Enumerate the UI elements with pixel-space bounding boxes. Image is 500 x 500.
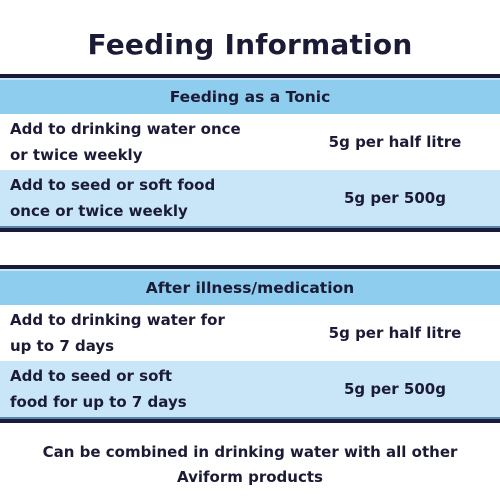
top-divider: [0, 74, 500, 78]
footer-line: Can be combined in drinking water with a…: [42, 443, 458, 461]
divider-accent: [0, 269, 500, 271]
row-description-line: up to 7 days: [10, 337, 115, 355]
divider-accent: [0, 226, 500, 228]
row-description: Add to drinking water once or twice week…: [10, 116, 280, 168]
tonic-section: Feeding as a Tonic Add to drinking water…: [0, 74, 500, 232]
footer-line: Aviform products: [177, 468, 323, 486]
row-description: Add to seed or soft food for up to 7 day…: [10, 363, 280, 415]
row-description-line: or twice weekly: [10, 146, 143, 164]
footer-note: Can be combined in drinking water with a…: [0, 440, 500, 490]
row-description-line: Add to seed or soft food: [10, 176, 216, 194]
divider-accent: [0, 417, 500, 419]
row-description-line: food for up to 7 days: [10, 393, 187, 411]
row-description: Add to drinking water for up to 7 days: [10, 307, 280, 359]
table-row: Add to drinking water for up to 7 days 5…: [0, 305, 500, 361]
bottom-divider: [0, 419, 500, 423]
table-row: Add to seed or soft food once or twice w…: [0, 170, 500, 226]
row-dose: 5g per half litre: [328, 133, 462, 151]
row-dose: 5g per half litre: [328, 324, 462, 342]
row-description-line: Add to seed or soft: [10, 367, 173, 385]
row-dose: 5g per 500g: [344, 380, 446, 398]
top-divider: [0, 265, 500, 269]
row-description-line: once or twice weekly: [10, 202, 188, 220]
row-description-line: Add to drinking water for: [10, 311, 225, 329]
after-illness-section: After illness/medication Add to drinking…: [0, 265, 500, 423]
table-row: Add to drinking water once or twice week…: [0, 114, 500, 170]
tonic-section-header: Feeding as a Tonic: [0, 80, 500, 114]
row-description: Add to seed or soft food once or twice w…: [10, 172, 280, 224]
table-row: Add to seed or soft food for up to 7 day…: [0, 361, 500, 417]
after-illness-section-header: After illness/medication: [0, 271, 500, 305]
divider-accent: [0, 78, 500, 80]
row-dose: 5g per 500g: [344, 189, 446, 207]
bottom-divider: [0, 228, 500, 232]
row-description-line: Add to drinking water once: [10, 120, 241, 138]
page-title: Feeding Information: [87, 28, 413, 61]
